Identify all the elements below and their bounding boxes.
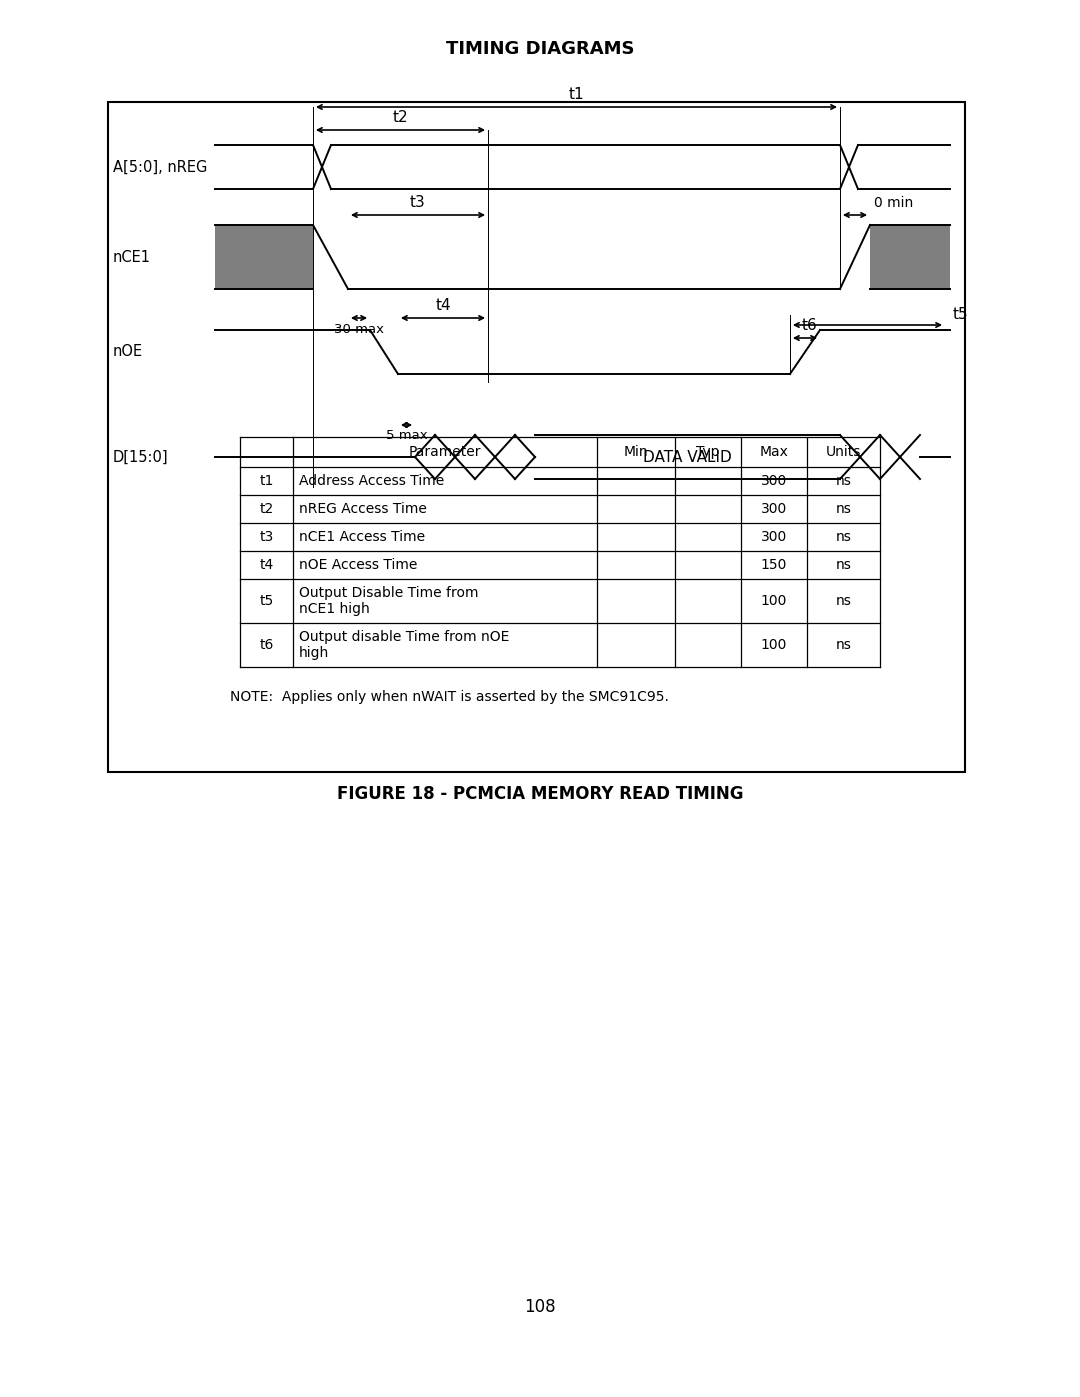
Text: 300: 300 [760, 474, 787, 488]
Text: nCE1: nCE1 [113, 250, 151, 264]
Text: nCE1 high: nCE1 high [299, 602, 369, 616]
Text: DATA VALID: DATA VALID [643, 450, 732, 464]
Text: TIMING DIAGRAMS: TIMING DIAGRAMS [446, 41, 634, 59]
Text: nREG Access Time: nREG Access Time [299, 502, 427, 515]
Text: t5: t5 [259, 594, 273, 608]
Text: Address Access Time: Address Access Time [299, 474, 444, 488]
Text: 300: 300 [760, 529, 787, 543]
Bar [108, 102, 966, 773]
Text: A[5:0], nREG: A[5:0], nREG [113, 159, 207, 175]
Text: t4: t4 [259, 557, 273, 571]
Text: Min: Min [623, 446, 648, 460]
Text: D[15:0]: D[15:0] [113, 450, 168, 464]
Text: NOTE:  Applies only when nWAIT is asserted by the SMC91C95.: NOTE: Applies only when nWAIT is asserte… [230, 690, 669, 704]
Text: nCE1 Access Time: nCE1 Access Time [299, 529, 426, 543]
Text: nOE Access Time: nOE Access Time [299, 557, 418, 571]
Text: Parameter: Parameter [408, 446, 482, 460]
Text: t4: t4 [435, 298, 450, 313]
Text: t5: t5 [953, 307, 969, 321]
Text: Typ: Typ [697, 446, 719, 460]
Text: ns: ns [836, 638, 851, 652]
Text: nOE: nOE [113, 345, 144, 359]
Text: t6: t6 [802, 319, 818, 332]
Text: Output Disable Time from: Output Disable Time from [299, 587, 478, 601]
Text: t1: t1 [569, 87, 584, 102]
Text: 100: 100 [760, 594, 787, 608]
Text: ns: ns [836, 529, 851, 543]
Text: t2: t2 [259, 502, 273, 515]
Text: 108: 108 [524, 1298, 556, 1316]
Text: t3: t3 [410, 196, 426, 210]
Text: t1: t1 [259, 474, 273, 488]
Text: 0 min: 0 min [874, 196, 914, 210]
Text: 300: 300 [760, 502, 787, 515]
Text: t6: t6 [259, 638, 273, 652]
Text: Units: Units [825, 446, 861, 460]
Text: t2: t2 [393, 110, 408, 124]
Text: 30 max: 30 max [334, 323, 384, 337]
Text: 100: 100 [760, 638, 787, 652]
Text: Output disable Time from nOE: Output disable Time from nOE [299, 630, 510, 644]
Bar [870, 225, 950, 289]
Text: ns: ns [836, 557, 851, 571]
Text: ns: ns [836, 502, 851, 515]
Text: high: high [299, 645, 329, 659]
Text: t3: t3 [259, 529, 273, 543]
Text: 150: 150 [760, 557, 787, 571]
Text: 5 max: 5 max [386, 429, 428, 441]
Text: ns: ns [836, 474, 851, 488]
Bar [215, 225, 313, 289]
Text: FIGURE 18 - PCMCIA MEMORY READ TIMING: FIGURE 18 - PCMCIA MEMORY READ TIMING [337, 785, 743, 803]
Text: Max: Max [759, 446, 788, 460]
Text: ns: ns [836, 594, 851, 608]
